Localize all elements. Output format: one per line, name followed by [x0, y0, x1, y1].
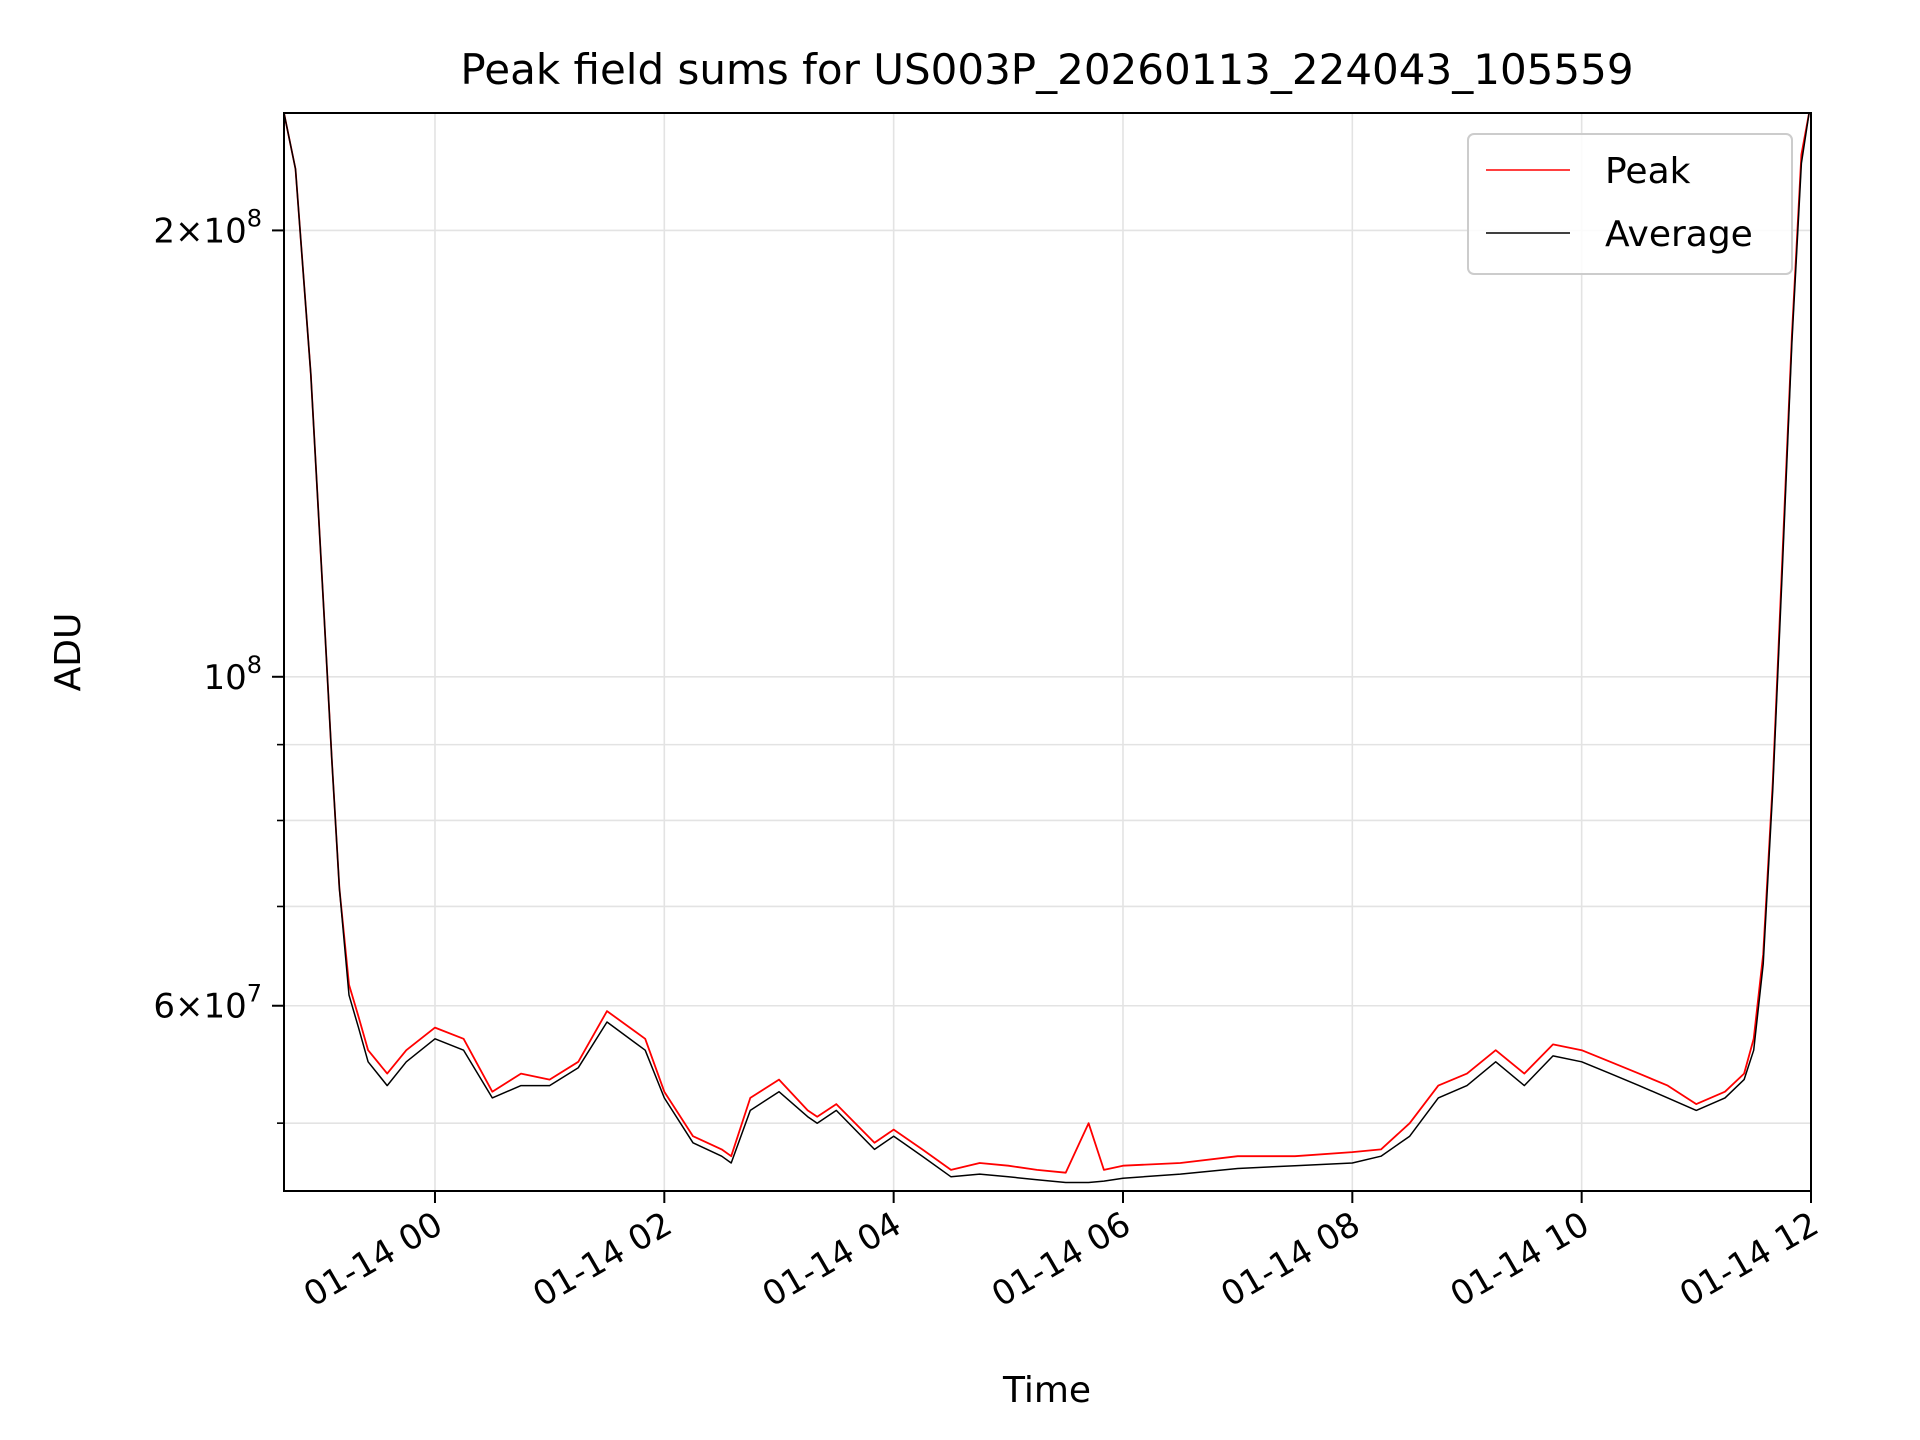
y-tick-label: 2×108: [153, 204, 262, 251]
y-tick-label: 108: [203, 651, 262, 698]
series-line-peak: [284, 113, 1810, 1174]
series-layer: [284, 113, 1810, 1184]
x-axis-label: Time: [1002, 1370, 1091, 1411]
legend-label-average: Average: [1605, 214, 1753, 255]
plot-frame: [283, 112, 1812, 1192]
chart-title: Peak field sums for US003P_20260113_2240…: [460, 45, 1633, 94]
series-line-average: [284, 113, 1810, 1184]
y-axis-label: ADU: [48, 613, 89, 692]
legend-label-peak: Peak: [1605, 151, 1691, 192]
y-tick-label: 6×107: [153, 980, 262, 1027]
plot-area: 01-14 00 01-14 02 01-14 04 01-14 06 01-14 08…: [153, 112, 1826, 1315]
legend[interactable]: Peak Average: [1467, 133, 1793, 275]
legend-frame: [1467, 133, 1793, 275]
plot-background: [284, 113, 1811, 1191]
